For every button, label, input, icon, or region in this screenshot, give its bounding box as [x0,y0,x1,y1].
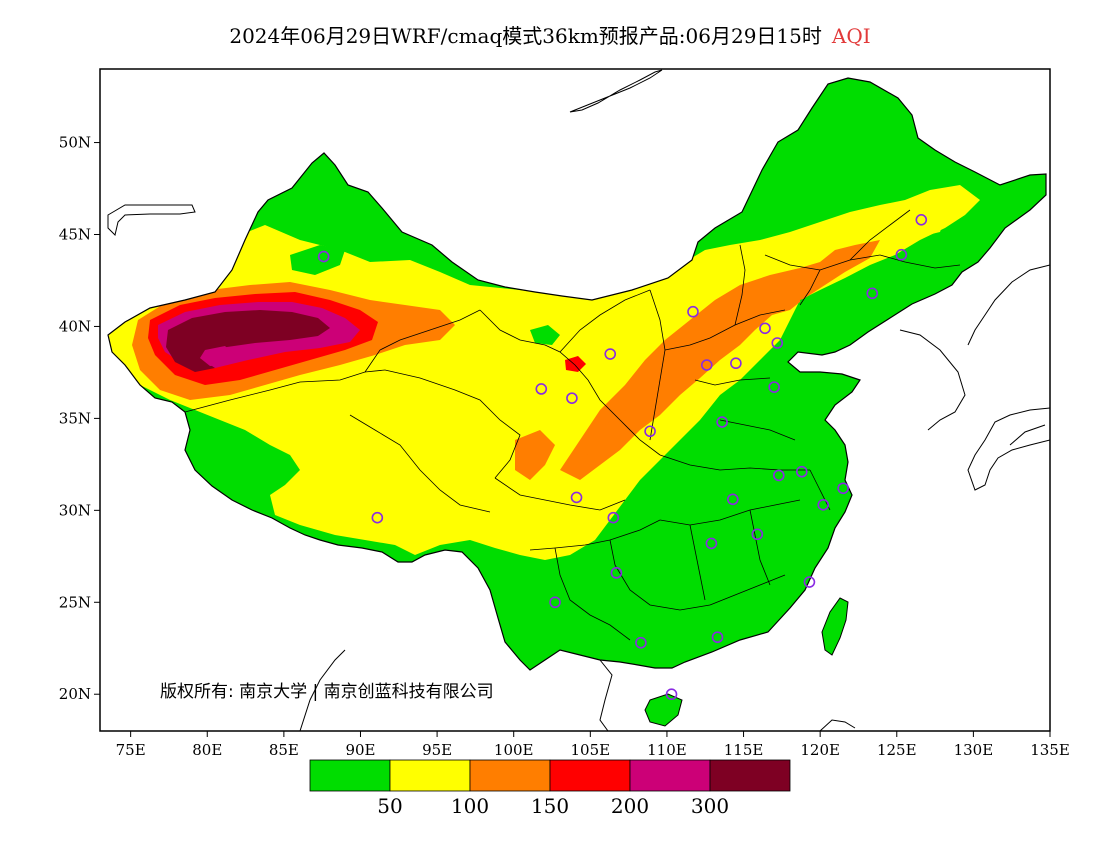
title-main: 2024年06月29日WRF/cmaq模式36km预报产品:06月29日15时 [229,24,822,48]
aqi-patch-sichuan [515,430,555,480]
city-station-marker [772,469,785,482]
colorbar-swatch [389,759,471,792]
city-station-marker [644,425,656,438]
city-station-marker [768,381,780,393]
hainan-island [644,693,683,727]
city-station-marker [610,567,623,579]
city-station-marker [837,482,849,495]
city-station-marker [635,636,647,649]
colorbar-label: 150 [531,794,569,818]
x-tick-label: 125E [877,741,917,759]
x-tick-label: 80E [192,741,222,759]
city-station-marker [371,511,384,524]
aqi-inner-hollow [200,346,235,366]
colorbar-label: 50 [377,794,402,818]
aqi-colorbar: 50 100 150 200 300 [309,759,791,818]
green-patch-bohai [800,285,880,340]
aqi-patch-ningxia [565,356,586,372]
x-tick-label: 135E [1030,741,1070,759]
city-station-marker [570,491,583,504]
colorbar-swatch [709,759,791,792]
colorbar-label: 300 [691,794,729,818]
city-station-marker [771,337,784,349]
taiwan-island [821,597,849,656]
city-station-marker [566,392,578,404]
city-station-marker [317,250,330,263]
x-tick-label: 75E [116,741,146,759]
map-title: 2024年06月29日WRF/cmaq模式36km预报产品:06月29日15时 A… [0,20,1100,49]
station-markers [317,213,928,701]
y-tick-label: 40N [59,317,91,335]
city-station-marker [665,688,678,701]
city-station-marker [716,416,728,428]
city-station-marker [604,348,617,360]
y-tick-label: 50N [59,134,91,152]
x-tick-label: 115E [724,741,764,759]
x-tick-label: 100E [494,741,534,759]
province-boundaries [184,209,961,641]
aqi-level-hazardous [166,310,330,372]
x-tick-label: 110E [647,741,687,759]
neighbor-outlines [107,69,1050,731]
axis-ticks: 75E 80E 85E 90E 95E 100E 105E 110E 115E 120E 125E 1… [59,134,1070,759]
x-tick-label: 95E [422,741,452,759]
x-tick-label: 120E [800,741,840,759]
city-station-marker [817,499,830,511]
city-station-marker [700,359,713,371]
map-frame [99,68,1051,732]
x-tick-label: 90E [345,741,375,759]
city-station-marker [705,537,718,550]
city-station-marker [535,383,548,395]
colorbar-swatch [469,759,551,792]
y-tick-label: 35N [59,409,91,427]
x-tick-label: 130E [954,741,994,759]
green-patch-junggar [290,245,345,275]
y-tick-label: 25N [59,593,91,611]
city-station-marker [915,213,928,226]
colorbar-swatch [309,759,391,792]
city-station-marker [607,511,620,524]
colorbar-label: 200 [611,794,649,818]
title-product: AQI [831,24,871,48]
city-station-marker [730,357,742,370]
city-station-marker [866,287,879,300]
x-tick-label: 85E [269,741,299,759]
city-station-marker [759,322,771,335]
y-tick-label: 30N [59,501,91,519]
city-station-marker [549,596,561,609]
colorbar-label: 100 [451,794,489,818]
colorbar-swatch [629,759,711,792]
city-station-marker [895,248,908,261]
y-tick-label: 20N [59,685,91,703]
x-tick-label: 105E [571,741,611,759]
city-station-marker [751,528,764,541]
green-patch-hexi [530,325,560,345]
city-station-marker [803,576,816,588]
china-outline [107,77,1047,671]
city-station-marker [795,465,808,478]
aqi-band-guanzhong [585,410,640,462]
city-station-marker [711,631,724,644]
city-station-marker [687,305,699,318]
copyright-text: 版权所有: 南京大学 | 南京创蓝科技有限公司 [160,682,494,702]
city-station-marker [727,493,739,506]
y-tick-label: 45N [59,226,91,244]
colorbar-swatch [549,759,631,792]
